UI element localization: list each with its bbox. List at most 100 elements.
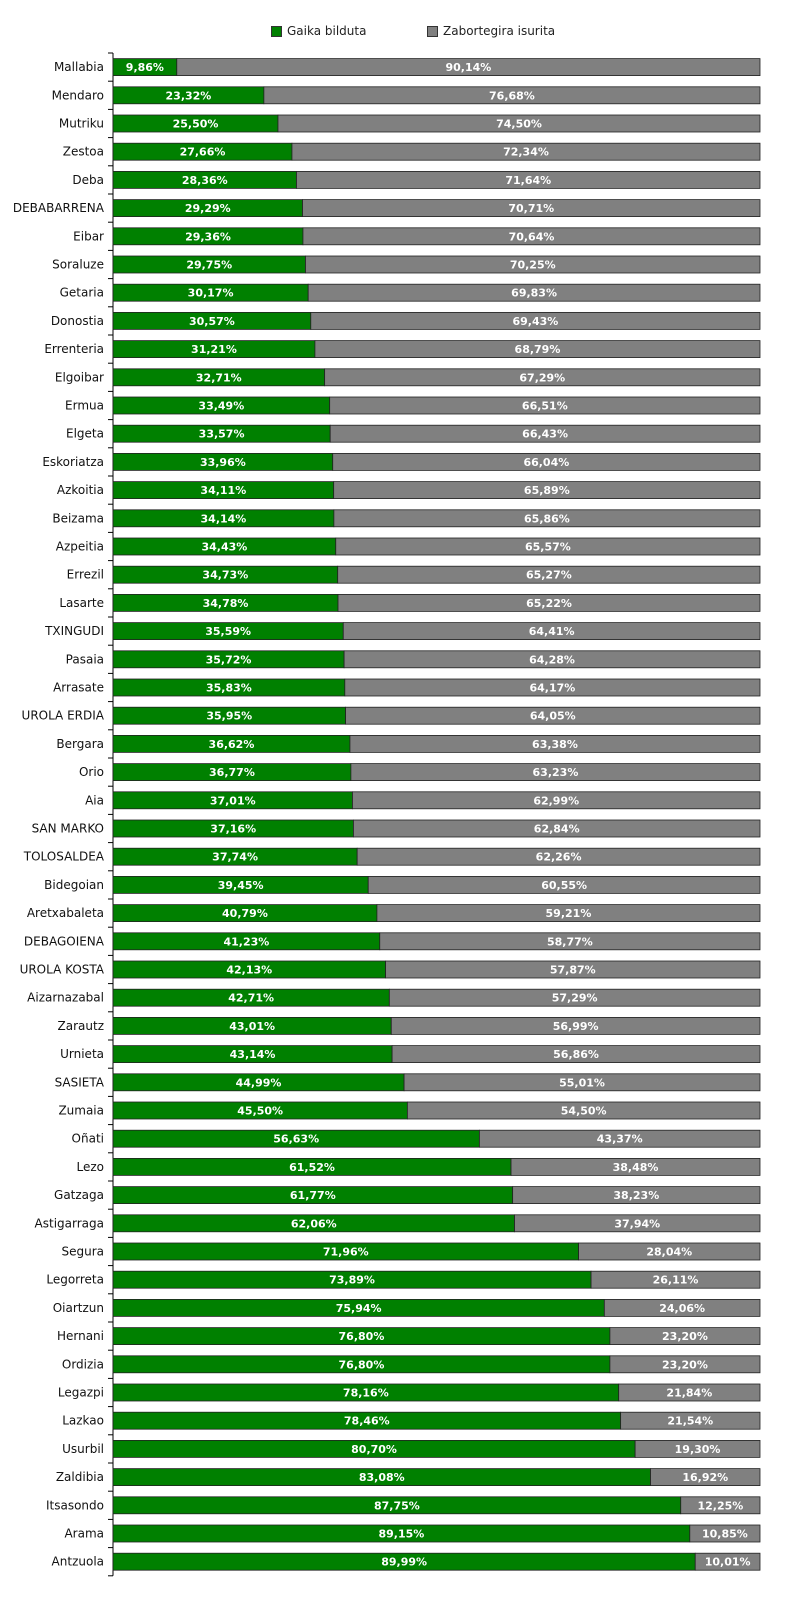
data-label: 21,84% [666, 1387, 712, 1400]
category-label: Errezil [67, 568, 104, 582]
category-label: Oiartzun [53, 1301, 104, 1315]
category-label: Errenteria [44, 342, 104, 356]
data-label: 72,34% [503, 146, 549, 159]
bar-zabortegi [694, 1552, 761, 1571]
data-label: 24,06% [659, 1302, 705, 1315]
data-label: 62,99% [533, 794, 579, 807]
bar-zabortegi [324, 368, 761, 387]
data-label: 29,29% [185, 202, 231, 215]
bar-zabortegi [352, 791, 761, 810]
category-label: Donostia [51, 314, 104, 328]
data-label: 70,64% [509, 230, 555, 243]
data-label: 58,77% [547, 935, 593, 948]
data-label: 89,15% [378, 1528, 424, 1541]
data-label: 80,70% [351, 1443, 397, 1456]
data-label: 42,13% [226, 964, 272, 977]
bar-zabortegi [353, 819, 761, 838]
bar-zabortegi [337, 565, 761, 584]
bar-zabortegi [650, 1468, 761, 1486]
legend-label: Zabortegira isurita [443, 24, 556, 38]
category-label: Getaria [60, 286, 104, 300]
bar-zabortegi [307, 283, 761, 302]
data-label: 76,80% [339, 1358, 385, 1371]
data-label: 43,37% [597, 1133, 643, 1146]
data-label: 62,26% [536, 851, 582, 864]
data-label: 54,50% [561, 1105, 607, 1118]
data-label: 10,01% [705, 1556, 751, 1569]
data-label: 37,74% [212, 851, 258, 864]
data-label: 64,05% [530, 710, 576, 723]
bar-zabortegi [305, 255, 761, 274]
data-label: 65,27% [526, 569, 572, 582]
bar-zabortegi [406, 1101, 761, 1120]
data-label: 26,11% [653, 1274, 699, 1287]
data-label: 68,79% [515, 343, 561, 356]
data-label: 62,06% [291, 1217, 337, 1230]
data-label: 43,01% [229, 1020, 275, 1033]
data-label: 41,23% [223, 935, 269, 948]
data-label: 57,87% [550, 964, 596, 977]
category-label: Lazkao [62, 1414, 104, 1428]
data-label: 89,99% [381, 1556, 427, 1569]
bar-zabortegi [609, 1355, 761, 1374]
category-label: Legorreta [46, 1273, 104, 1287]
data-label: 70,71% [508, 202, 554, 215]
bar-zabortegi [391, 1045, 761, 1063]
data-label: 29,75% [186, 259, 232, 272]
data-label: 32,71% [196, 371, 242, 384]
data-label: 10,85% [702, 1528, 748, 1541]
bar-zabortegi [590, 1270, 761, 1289]
data-label: 36,62% [209, 738, 255, 751]
data-label: 45,50% [237, 1105, 283, 1118]
data-label: 66,51% [522, 400, 568, 413]
category-label: Legazpi [58, 1386, 104, 1400]
data-label: 29,36% [185, 230, 231, 243]
bar-zabortegi [385, 960, 761, 979]
data-label: 34,11% [200, 484, 246, 497]
data-label: 39,45% [218, 879, 264, 892]
data-label: 33,96% [200, 456, 246, 469]
category-label: UROLA KOSTA [20, 963, 105, 977]
bar-zabortegi [609, 1327, 761, 1345]
data-label: 35,95% [206, 710, 252, 723]
bar-zabortegi [379, 932, 761, 951]
category-label: Segura [61, 1245, 104, 1259]
data-label: 83,08% [359, 1471, 405, 1484]
bar-zabortegi [342, 622, 761, 640]
bar-zabortegi [263, 86, 761, 105]
category-label: Zaldibia [56, 1470, 104, 1484]
data-label: 71,96% [323, 1246, 369, 1259]
data-label: 69,83% [511, 287, 557, 300]
bar-zabortegi [349, 735, 761, 753]
data-label: 42,71% [228, 992, 274, 1005]
data-label: 65,89% [524, 484, 570, 497]
category-label: Ermua [65, 399, 104, 413]
category-label: SAN MARKO [32, 822, 104, 836]
bar-zabortegi [634, 1440, 761, 1458]
data-label: 36,77% [209, 766, 255, 779]
data-label: 75,94% [336, 1302, 382, 1315]
category-label: Aizarnazabal [27, 991, 104, 1005]
category-label: Zumaia [58, 1104, 104, 1118]
bar-zabortegi [314, 340, 761, 359]
legend-label: Gaika bilduta [287, 24, 367, 38]
data-label: 35,59% [205, 625, 251, 638]
bar-zabortegi [329, 396, 761, 415]
data-label: 74,50% [496, 118, 542, 131]
data-label: 25,50% [173, 118, 219, 131]
category-label: Pasaia [66, 652, 104, 666]
category-label: Eibar [73, 229, 104, 243]
data-label: 60,55% [541, 879, 587, 892]
data-label: 30,17% [188, 287, 234, 300]
category-label: TXINGUDI [44, 624, 104, 638]
category-label: Aia [85, 793, 104, 807]
data-label: 34,73% [202, 569, 248, 582]
data-label: 78,46% [344, 1415, 390, 1428]
category-label: Elgoibar [55, 370, 104, 384]
category-label: Mendaro [52, 88, 104, 102]
bar-zabortegi [345, 706, 761, 725]
legend: Gaika bilduta Zabortegira isurita [0, 24, 807, 42]
data-label: 66,43% [522, 428, 568, 441]
data-label: 67,29% [519, 371, 565, 384]
